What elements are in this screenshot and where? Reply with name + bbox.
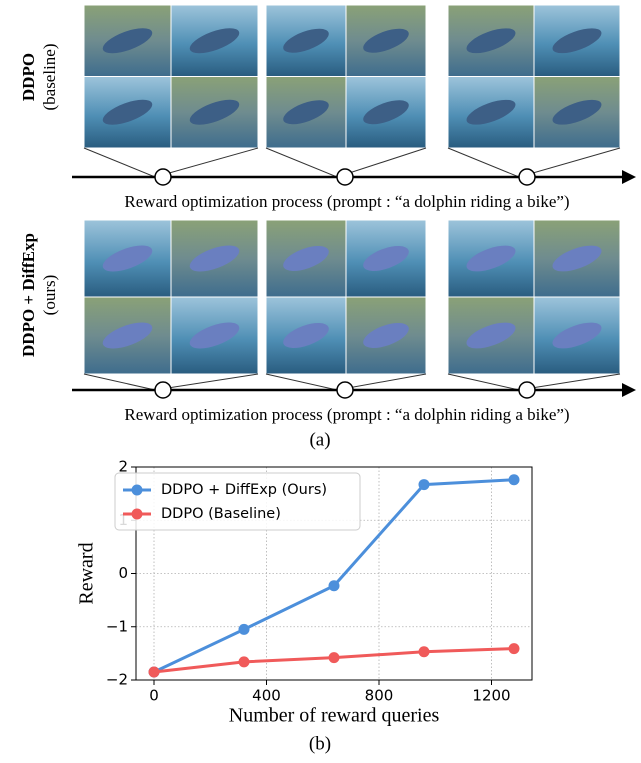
panel-b: −2−101204008001200Number of reward queri… — [76, 458, 532, 727]
arrow-head — [622, 170, 636, 184]
y-tick-label: −1 — [106, 617, 128, 635]
checkpoint — [155, 382, 171, 398]
checkpoint — [337, 169, 353, 185]
caption: Reward optimization process (prompt : “a… — [124, 405, 569, 424]
x-tick-label: 400 — [252, 687, 281, 705]
caption: Reward optimization process (prompt : “a… — [124, 192, 569, 211]
panel-label: (a) — [309, 429, 330, 450]
data-point — [239, 624, 250, 635]
checkpoint — [519, 382, 535, 398]
data-point — [149, 667, 160, 678]
y-axis-label: Reward — [76, 542, 98, 604]
connector — [84, 148, 258, 177]
data-point — [419, 646, 430, 657]
method-note: (ours) — [40, 275, 59, 316]
arrow-head — [622, 383, 636, 397]
x-tick-label: 0 — [149, 687, 159, 705]
legend-label: DDPO (Baseline) — [161, 506, 281, 522]
method-note: (baseline) — [40, 43, 59, 110]
panel-label: (b) — [309, 733, 331, 754]
method-label: DDPO — [19, 53, 38, 101]
data-point — [239, 656, 250, 667]
checkpoint — [155, 169, 171, 185]
y-tick-label: −2 — [106, 671, 128, 689]
data-point — [419, 479, 430, 490]
legend-marker — [132, 485, 143, 496]
x-axis-label: Number of reward queries — [229, 705, 440, 727]
y-tick-label: 0 — [118, 564, 128, 582]
x-tick-label: 1200 — [472, 687, 510, 705]
data-point — [509, 474, 520, 485]
figure: Reward optimization process (prompt : “a… — [0, 0, 641, 763]
legend-label: DDPO + DiffExp (Ours) — [161, 482, 327, 498]
x-tick-label: 800 — [365, 687, 394, 705]
data-point — [329, 580, 340, 591]
data-point — [509, 643, 520, 654]
checkpoint — [519, 169, 535, 185]
legend-marker — [132, 509, 143, 520]
method-label: DDPO + DiffExp — [19, 233, 38, 357]
panel-a: Reward optimization process (prompt : “a… — [19, 6, 636, 424]
checkpoint — [337, 382, 353, 398]
data-point — [329, 652, 340, 663]
